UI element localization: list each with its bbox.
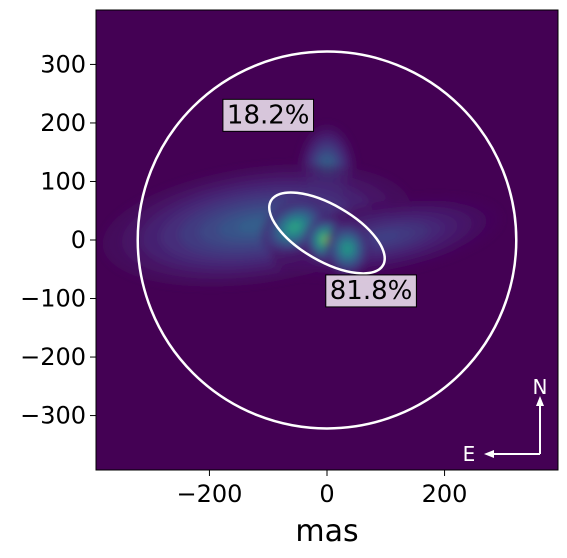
compass-east-label: E (463, 442, 476, 466)
outer-circle (136, 50, 518, 430)
y-tick-label: 300 (40, 50, 86, 78)
outer-circle-label-box (222, 98, 315, 132)
y-tick-label: 0 (71, 226, 86, 254)
compass-north-label: N (533, 375, 548, 399)
compass: N E (463, 375, 548, 466)
compass-north-arrowhead (536, 396, 544, 406)
inner-ellipse-label-text: 81.8% (330, 276, 413, 306)
heatmap-layer (102, 124, 501, 287)
heatmap-blobs (102, 124, 501, 287)
y-tick-label: 100 (40, 167, 86, 195)
y-tick-label: −300 (20, 402, 86, 430)
regions-layer (136, 50, 518, 430)
inner-ellipse-label-box (325, 274, 417, 308)
x-tick-label: 0 (319, 480, 334, 508)
x-tick-label: 200 (422, 480, 468, 508)
heatmap-blob-level (344, 245, 351, 253)
region-labels: 18.2% 81.8% (222, 98, 417, 308)
plot-area: 18.2% 81.8% N E (95, 9, 559, 471)
y-tick-label: −100 (20, 285, 86, 313)
y-tick-label: −200 (20, 343, 86, 371)
x-axis: −200 0 200 (176, 470, 467, 508)
inner-ellipse (268, 191, 386, 275)
outer-circle-label-text: 18.2% (227, 100, 310, 130)
compass-east-arrowhead (484, 450, 494, 458)
inner-ellipse-label: 81.8% (325, 274, 417, 308)
y-tick-label: 200 (40, 109, 86, 137)
x-tick-label: −200 (176, 480, 242, 508)
heatmap-blob-level (290, 223, 299, 231)
outer-circle-label: 18.2% (222, 98, 315, 132)
y-axis: 300 200 100 0 −100 −200 −300 (20, 50, 96, 430)
x-axis-title: mas (295, 514, 358, 549)
heatmap-blob (324, 220, 371, 278)
